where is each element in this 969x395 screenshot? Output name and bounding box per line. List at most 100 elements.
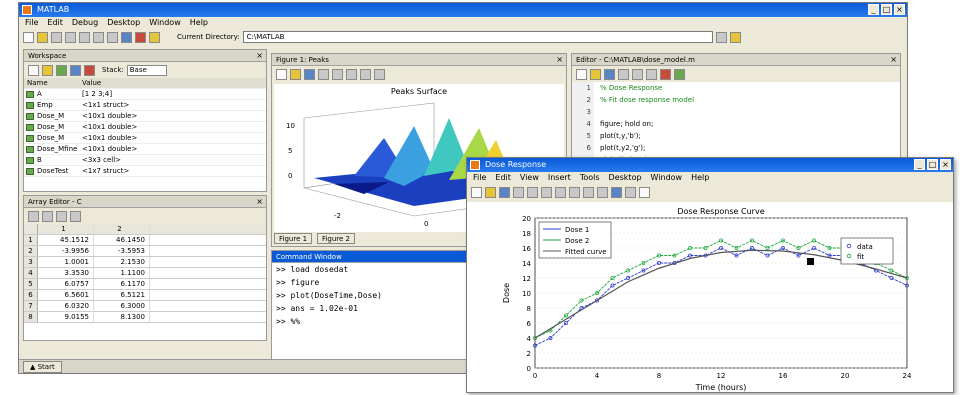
- workspace-variable-row[interactable]: Dose_Mfine <10x1 double>: [24, 144, 266, 155]
- command-window-lines[interactable]: >> load dosedat >> figure >> plot(DoseTim…: [272, 263, 480, 328]
- copy-icon[interactable]: [42, 210, 53, 222]
- menu-tools[interactable]: Tools: [579, 173, 600, 182]
- array-cell[interactable]: 6.0757: [38, 279, 94, 289]
- menu-desktop[interactable]: Desktop: [608, 173, 642, 182]
- open-icon[interactable]: [590, 68, 601, 80]
- new-figure-icon[interactable]: [276, 68, 287, 80]
- zoom-in-icon[interactable]: [541, 186, 552, 198]
- array-cell[interactable]: 9.0155: [38, 312, 94, 322]
- find-icon[interactable]: [646, 68, 657, 80]
- array-cell[interactable]: 8.1300: [94, 312, 150, 322]
- start-button[interactable]: ▲ Start: [23, 361, 62, 373]
- open-folder-icon[interactable]: [37, 31, 48, 43]
- zoom-in-icon[interactable]: [346, 68, 357, 80]
- tab-figure-2[interactable]: Figure 2: [316, 233, 355, 244]
- workspace-variable-row[interactable]: Emp <1x1 struct>: [24, 100, 266, 111]
- profiler-icon[interactable]: [149, 31, 160, 43]
- new-file-icon[interactable]: [23, 31, 34, 43]
- print-icon[interactable]: [318, 68, 329, 80]
- tab-figure-1[interactable]: Figure 1: [274, 233, 313, 244]
- array-cell[interactable]: 45.1512: [38, 235, 94, 245]
- breakpoint-icon[interactable]: [660, 68, 671, 80]
- open-icon[interactable]: [290, 68, 301, 80]
- desktop-title-bar[interactable]: MATLAB _ □ ×: [19, 3, 907, 17]
- array-cell[interactable]: 6.5121: [94, 290, 150, 300]
- rotate-icon[interactable]: [374, 68, 385, 80]
- copy-icon[interactable]: [632, 68, 643, 80]
- cut-icon[interactable]: [51, 31, 62, 43]
- undo-icon[interactable]: [93, 31, 104, 43]
- array-cell[interactable]: 3.3530: [38, 268, 94, 278]
- guide-icon[interactable]: [135, 31, 146, 43]
- array-cell[interactable]: 6.0320: [38, 301, 94, 311]
- array-cell[interactable]: -3.9956: [38, 246, 94, 256]
- import-data-icon[interactable]: [56, 64, 67, 76]
- value-column-header[interactable]: Value: [82, 79, 102, 87]
- current-directory-field[interactable]: C:\MATLAB: [242, 31, 713, 43]
- close-button[interactable]: ×: [894, 4, 905, 15]
- zoom-out-icon[interactable]: [555, 186, 566, 198]
- run-icon[interactable]: [674, 68, 685, 80]
- new-figure-icon[interactable]: [471, 186, 482, 198]
- menu-view[interactable]: View: [519, 173, 539, 182]
- copy-icon[interactable]: [65, 31, 76, 43]
- print-icon[interactable]: [70, 210, 81, 222]
- menu-edit[interactable]: Edit: [47, 18, 63, 27]
- array-cell[interactable]: -3.5953: [94, 246, 150, 256]
- array-cell[interactable]: 2.1530: [94, 257, 150, 267]
- close-icon[interactable]: ×: [256, 51, 263, 60]
- simulink-icon[interactable]: [121, 31, 132, 43]
- workspace-variable-row[interactable]: DoseTest <1x7 struct>: [24, 166, 266, 177]
- menu-help[interactable]: Help: [691, 173, 710, 182]
- workspace-variable-row[interactable]: Dose_M <10x1 double>: [24, 122, 266, 133]
- column-header[interactable]: 2: [94, 224, 150, 234]
- save-icon[interactable]: [604, 68, 615, 80]
- legend-icon[interactable]: [625, 186, 636, 198]
- menu-insert[interactable]: Insert: [547, 173, 571, 182]
- dose-figure-title-bar[interactable]: Dose Response _ □ ×: [467, 158, 953, 172]
- array-cell[interactable]: 1.1100: [94, 268, 150, 278]
- save-icon[interactable]: [70, 64, 81, 76]
- save-icon[interactable]: [499, 186, 510, 198]
- menu-debug[interactable]: Debug: [71, 18, 99, 27]
- menu-edit[interactable]: Edit: [495, 173, 511, 182]
- redo-icon[interactable]: [107, 31, 118, 43]
- plot-tools-icon[interactable]: [639, 186, 650, 198]
- close-icon[interactable]: ×: [256, 197, 263, 206]
- dropdown-icon[interactable]: [715, 31, 727, 43]
- array-cell[interactable]: 6.5601: [38, 290, 94, 300]
- close-icon[interactable]: ×: [556, 55, 563, 64]
- colorbar-icon[interactable]: [611, 186, 622, 198]
- array-cell[interactable]: 6.3000: [94, 301, 150, 311]
- array-cell[interactable]: 1.0001: [38, 257, 94, 267]
- maximize-button[interactable]: □: [881, 4, 892, 15]
- paste-icon[interactable]: [56, 210, 67, 222]
- new-file-icon[interactable]: [576, 68, 587, 80]
- stack-select[interactable]: Base: [126, 64, 167, 76]
- menu-file[interactable]: File: [473, 173, 487, 182]
- array-cell[interactable]: 46.1450: [94, 235, 150, 245]
- column-header[interactable]: 1: [38, 224, 94, 234]
- browse-folder-icon[interactable]: [729, 31, 741, 43]
- delete-icon[interactable]: [84, 64, 95, 76]
- menu-help[interactable]: Help: [189, 18, 208, 27]
- open-variable-icon[interactable]: [42, 64, 53, 76]
- print-icon[interactable]: [513, 186, 524, 198]
- workspace-variable-row[interactable]: Dose_M <10x1 double>: [24, 133, 266, 144]
- data-cursor-icon[interactable]: [597, 186, 608, 198]
- close-button[interactable]: ×: [940, 159, 951, 170]
- minimize-button[interactable]: _: [914, 159, 925, 170]
- workspace-variable-row[interactable]: B <3x3 cell>: [24, 155, 266, 166]
- paste-icon[interactable]: [79, 31, 90, 43]
- new-variable-icon[interactable]: [28, 64, 39, 76]
- minimize-button[interactable]: _: [868, 4, 879, 15]
- pan-icon[interactable]: [569, 186, 580, 198]
- menu-desktop[interactable]: Desktop: [107, 18, 141, 27]
- menu-file[interactable]: File: [25, 18, 39, 27]
- array-cell[interactable]: 6.1170: [94, 279, 150, 289]
- name-column-header[interactable]: Name: [27, 79, 48, 87]
- cut-icon[interactable]: [618, 68, 629, 80]
- menu-window[interactable]: Window: [149, 18, 181, 27]
- close-icon[interactable]: ×: [890, 55, 897, 64]
- maximize-button[interactable]: □: [927, 159, 938, 170]
